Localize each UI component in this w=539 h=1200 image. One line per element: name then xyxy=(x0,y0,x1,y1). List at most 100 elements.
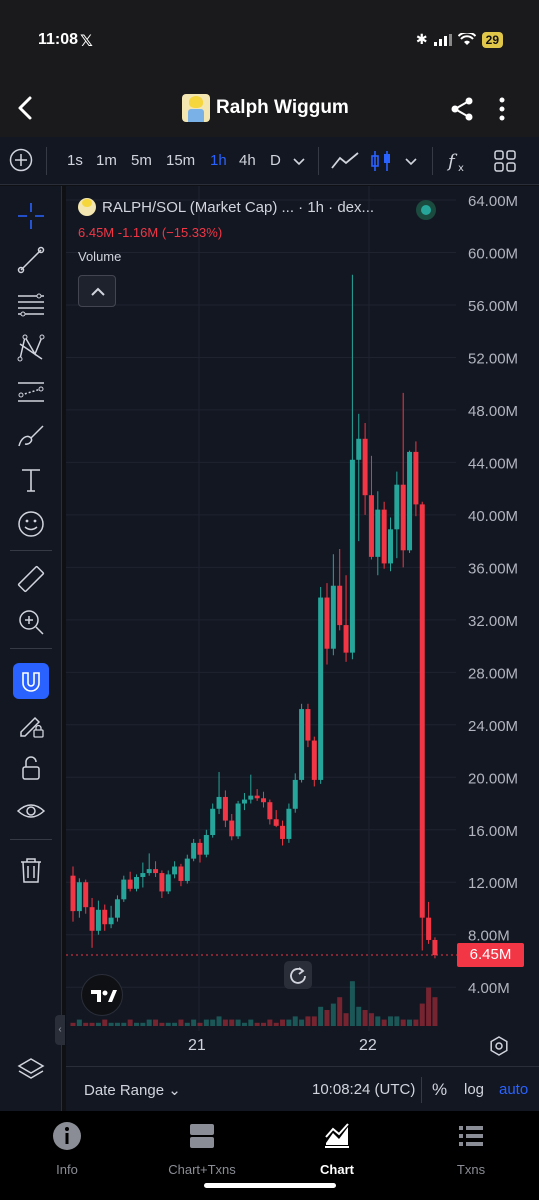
candle-body xyxy=(89,907,95,931)
interval-1h[interactable]: 1h xyxy=(210,152,227,169)
line-chart-icon[interactable] xyxy=(330,148,360,174)
chevron-down-icon[interactable] xyxy=(401,148,421,174)
percent-scale-toggle[interactable]: % xyxy=(432,1080,448,1099)
candle-body xyxy=(267,802,273,820)
svg-text:x: x xyxy=(458,163,464,174)
prediction-icon[interactable] xyxy=(15,376,47,408)
eye-icon[interactable] xyxy=(15,796,47,828)
candle-body xyxy=(299,709,305,780)
zoom-in-icon[interactable] xyxy=(15,606,47,638)
interval-1s[interactable]: 1s xyxy=(67,152,83,169)
candle-body xyxy=(222,796,228,821)
x-axis-label: 22 xyxy=(359,1037,377,1054)
y-tick-label: 32.00M xyxy=(468,613,518,630)
emoji-icon[interactable] xyxy=(15,508,47,540)
candle-body xyxy=(330,585,336,649)
candlestick-chart[interactable]: 4.00M 8.00M 12.00M 16.00M 20.00M 24.00M 28.00M… xyxy=(66,186,539,1066)
share-icon[interactable] xyxy=(449,96,475,122)
layout-grid-icon[interactable] xyxy=(492,148,518,174)
candle-body xyxy=(349,459,355,653)
chevron-up-icon xyxy=(91,287,105,296)
chart-settings-icon[interactable] xyxy=(488,1035,510,1057)
volume-bar xyxy=(273,1022,279,1026)
fib-retracement-icon[interactable] xyxy=(15,288,47,320)
volume-bar xyxy=(375,1016,381,1026)
volume-bar xyxy=(146,1019,152,1026)
crosshair-icon[interactable] xyxy=(15,200,47,232)
legend-collapse-button[interactable] xyxy=(78,275,116,307)
chevron-down-icon[interactable] xyxy=(289,148,309,174)
chart-icon xyxy=(325,1123,349,1148)
log-scale-toggle[interactable]: log xyxy=(464,1081,485,1098)
volume-bar xyxy=(216,1016,222,1026)
date-range-dropdown[interactable]: Date Range ⌄ xyxy=(84,1081,181,1099)
utc-time[interactable]: 10:08:24 (UTC) xyxy=(312,1081,416,1098)
candles-icon[interactable] xyxy=(368,148,394,174)
volume-bar xyxy=(222,1019,228,1026)
tradingview-logo[interactable] xyxy=(81,974,123,1016)
trend-line-icon[interactable] xyxy=(15,244,47,276)
volume-bar xyxy=(95,1022,101,1026)
candle-body xyxy=(311,740,317,780)
unlock-icon[interactable] xyxy=(15,752,47,784)
nav-info[interactable]: Info xyxy=(17,1121,117,1177)
nav-txns[interactable]: Txns xyxy=(421,1121,521,1177)
interval-1m[interactable]: 1m xyxy=(96,152,117,169)
candle-body xyxy=(305,709,311,741)
brush-icon[interactable] xyxy=(15,420,47,452)
page-title: Ralph Wiggum xyxy=(216,97,349,118)
back-arrow-icon[interactable] xyxy=(12,94,40,122)
volume-bar xyxy=(248,1019,254,1026)
volume-bar xyxy=(254,1022,260,1026)
date-range-label: Date Range xyxy=(84,1082,165,1099)
candle-body xyxy=(388,529,393,564)
add-indicator-icon[interactable] xyxy=(9,148,33,172)
panel-divider xyxy=(10,839,52,840)
more-vertical-icon[interactable] xyxy=(495,96,509,122)
volume-bar xyxy=(197,1022,203,1026)
reset-chart-button[interactable] xyxy=(284,961,312,989)
nav-chart-txns[interactable]: Chart+Txns xyxy=(152,1121,252,1177)
volume-bar xyxy=(324,1010,330,1026)
candle-body xyxy=(318,597,324,780)
volume-bar xyxy=(337,997,343,1026)
chart-txns-icon xyxy=(190,1124,214,1148)
candle-body xyxy=(172,866,178,875)
y-tick-label: 40.00M xyxy=(468,508,518,525)
candle-body xyxy=(70,875,76,912)
text-tool-icon[interactable] xyxy=(15,464,47,496)
lock-drawing-icon[interactable] xyxy=(15,708,47,740)
x-icon: 𝕏 xyxy=(80,33,93,50)
volume-bar xyxy=(76,1019,82,1026)
candle-body xyxy=(95,909,101,931)
range-divider xyxy=(421,1077,422,1103)
trash-icon[interactable] xyxy=(15,854,47,886)
candle-body xyxy=(114,899,120,918)
candle-body xyxy=(356,438,362,460)
interval-15m[interactable]: 15m xyxy=(166,152,196,169)
panel-collapse-tab[interactable]: ‹ xyxy=(55,1015,65,1045)
pattern-icon[interactable] xyxy=(15,332,47,364)
nav-chart[interactable]: Chart xyxy=(287,1121,387,1177)
price-chart[interactable]: 4.00M 8.00M 12.00M 16.00M 20.00M 24.00M 28.00M… xyxy=(66,186,539,1066)
interval-1d[interactable]: D xyxy=(270,152,281,169)
bluetooth-icon: ✱ xyxy=(415,31,428,47)
ruler-icon[interactable] xyxy=(15,563,47,595)
volume-bar xyxy=(330,1003,336,1026)
candle-body xyxy=(241,799,247,804)
auto-scale-toggle[interactable]: auto xyxy=(499,1081,529,1098)
nav-label: Chart+Txns xyxy=(168,1162,236,1177)
layers-icon[interactable] xyxy=(17,1055,45,1083)
magnet-icon[interactable] xyxy=(15,665,47,697)
volume-bar xyxy=(349,981,355,1026)
candle-body xyxy=(280,825,286,839)
volume-bar xyxy=(292,1016,298,1026)
magnet-toggle[interactable] xyxy=(13,663,49,699)
candle-body xyxy=(102,909,108,925)
candle-body xyxy=(381,509,387,564)
info-icon xyxy=(53,1122,81,1150)
volume-bar xyxy=(311,1016,317,1026)
interval-4h[interactable]: 4h xyxy=(239,152,256,169)
interval-5m[interactable]: 5m xyxy=(131,152,152,169)
